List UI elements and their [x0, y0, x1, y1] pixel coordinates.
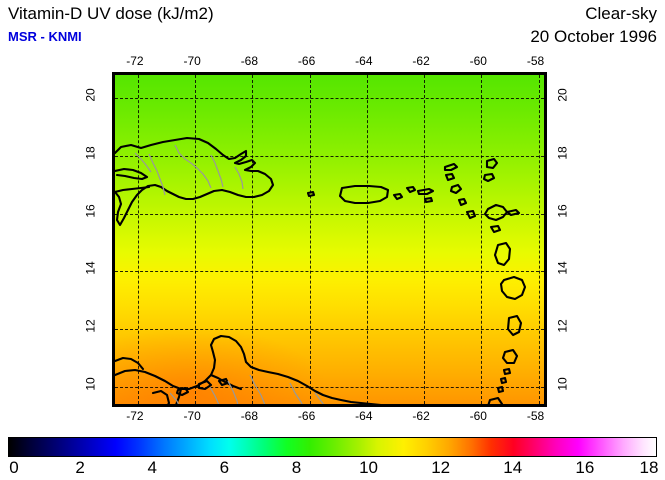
x-axis-tick-label: -64 [355, 409, 373, 423]
colorbar-tick-label: 0 [9, 458, 19, 477]
x-axis-tick-label: -66 [297, 54, 316, 68]
x-axis-tick-label: -68 [240, 409, 259, 423]
colorbar-tick-label: 10 [359, 458, 379, 477]
y-axis-tick-label: 16 [555, 203, 570, 218]
gridline-horizontal [115, 98, 544, 100]
gridline-horizontal [115, 155, 544, 157]
y-axis-tick-label: 14 [555, 261, 570, 276]
date-label: 20 October 1996 [530, 27, 657, 46]
colorbar-tick-label: 18 [639, 458, 659, 477]
y-axis-tick-label: 14 [83, 261, 98, 276]
colorbar-tick-label: 4 [147, 458, 157, 477]
x-axis-tick-label: -66 [297, 409, 316, 423]
gridline-vertical [195, 75, 197, 404]
uv-dose-hotspot [115, 75, 544, 404]
x-axis-tick-label: -70 [183, 54, 201, 68]
y-axis-tick-label: 10 [83, 377, 98, 391]
uv-dose-field [115, 75, 544, 404]
map-plot-area [112, 72, 547, 407]
y-axis-tick-label: 12 [83, 319, 98, 333]
y-axis-tick-label: 16 [83, 203, 98, 218]
page-title: Vitamin-D UV dose (kJ/m2) [8, 4, 214, 23]
x-axis-tick-label: -72 [126, 54, 144, 68]
colorbar [8, 437, 657, 457]
gridline-vertical [252, 75, 254, 404]
source-label: MSR - KNMI [8, 29, 82, 44]
x-axis-tick-label: -72 [126, 409, 144, 423]
gridline-vertical [309, 75, 311, 404]
colorbar-tick-label: 12 [431, 458, 451, 477]
coastline-layer [115, 136, 527, 404]
y-axis-tick-label: 10 [555, 377, 570, 391]
colorbar-tick-label: 2 [75, 458, 85, 477]
gridline-vertical [424, 75, 426, 404]
x-axis-tick-label: -70 [183, 409, 201, 423]
x-axis-tick-label: -58 [526, 54, 545, 68]
x-axis-tick-label: -60 [469, 54, 487, 68]
colorbar-tick-label: 14 [503, 458, 523, 477]
x-axis-tick-label: -62 [412, 54, 430, 68]
colorbar-tick-label: 8 [291, 458, 302, 477]
x-axis-tick-label: -68 [240, 54, 259, 68]
y-axis-tick-label: 12 [555, 319, 570, 333]
gridline-horizontal [115, 329, 544, 331]
x-axis-tick-label: -62 [412, 409, 430, 423]
y-axis-tick-label: 20 [555, 88, 570, 102]
gridline-vertical [481, 75, 483, 404]
gridline-vertical [366, 75, 368, 404]
y-axis-tick-label: 18 [555, 146, 570, 160]
gridline-horizontal [115, 386, 544, 388]
chart-header: Vitamin-D UV dose (kJ/m2) MSR - KNMI Cle… [0, 0, 665, 56]
plot-frame [112, 72, 547, 407]
x-axis-tick-label: -64 [355, 54, 373, 68]
colorbar-tick-label: 6 [219, 458, 230, 477]
gridline-horizontal [115, 271, 544, 273]
x-axis-tick-label: -60 [469, 409, 487, 423]
gridline-horizontal [115, 213, 544, 215]
y-axis-tick-label: 18 [83, 146, 98, 160]
x-axis-tick-label: -58 [526, 409, 545, 423]
colorbar-tick-label: 16 [575, 458, 595, 477]
y-axis-tick-label: 20 [83, 88, 98, 102]
gridline-vertical [137, 75, 139, 404]
colorbar-gradient [8, 437, 657, 457]
condition-label: Clear-sky [585, 4, 657, 23]
gridline-vertical [538, 75, 540, 404]
